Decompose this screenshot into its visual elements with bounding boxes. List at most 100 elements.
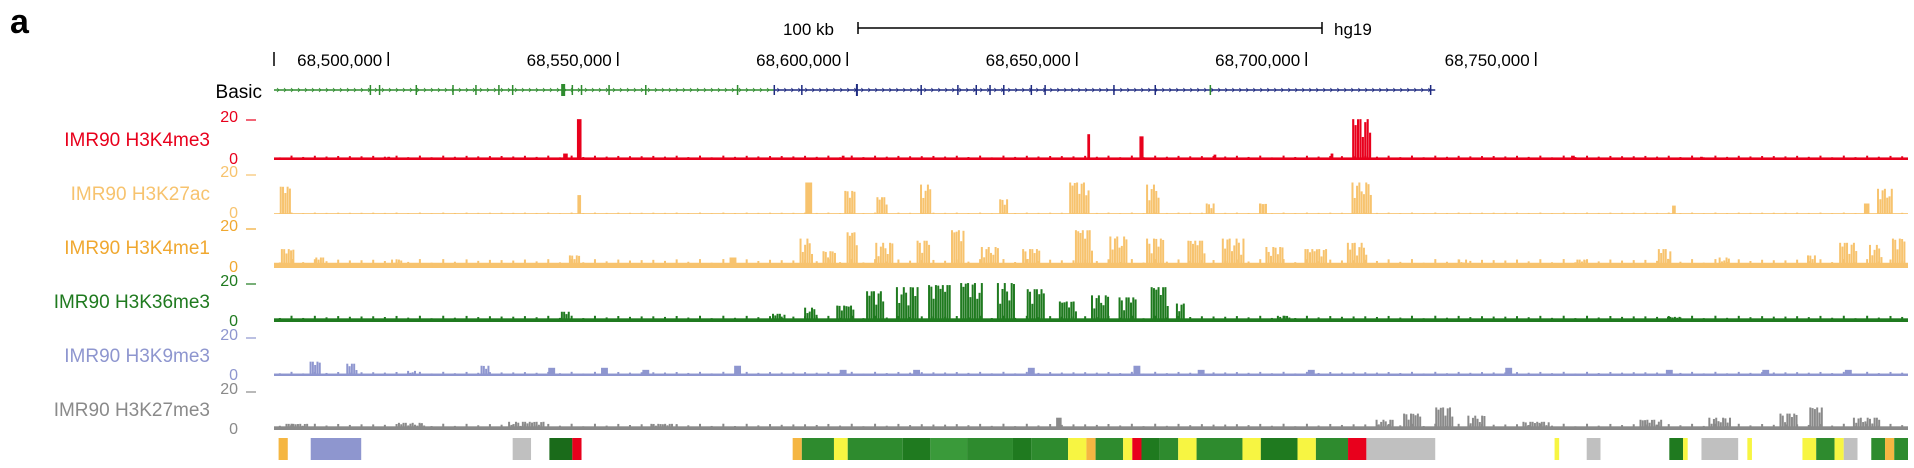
gene-strand-arrow — [1330, 87, 1333, 93]
signal-peak — [1669, 316, 1672, 322]
signal-peak — [1189, 240, 1192, 268]
signal-peak — [781, 318, 784, 322]
signal-peak — [1008, 300, 1011, 322]
chromatin-state-segment — [1196, 438, 1243, 460]
signal-bar — [1621, 316, 1624, 322]
signal-bar — [1457, 371, 1460, 376]
track-baseline — [274, 213, 1908, 214]
signal-peak — [1545, 425, 1548, 430]
gene-strand-arrow — [703, 87, 707, 93]
signal-bar — [1889, 259, 1892, 268]
signal-bar — [1667, 424, 1670, 430]
gene-strand-arrow — [374, 87, 378, 93]
signal-peak — [999, 303, 1002, 322]
gene-strand-arrow — [395, 87, 399, 93]
chromatin-state-segment — [833, 438, 848, 460]
signal-bar — [1749, 372, 1752, 376]
signal-bar — [979, 423, 982, 430]
signal-peak — [1058, 301, 1061, 322]
signal-bar — [780, 260, 783, 268]
signal-bar — [1387, 155, 1390, 160]
gene-exon — [511, 85, 514, 95]
signal-bar — [1597, 261, 1600, 268]
signal-bar — [558, 425, 561, 430]
signal-peak — [831, 251, 834, 268]
track-baseline — [274, 373, 1908, 376]
signal-bar — [1516, 155, 1519, 160]
gene-exon — [801, 85, 803, 95]
signal-peak — [1073, 182, 1076, 214]
signal-bar — [1060, 424, 1063, 430]
signal-peak — [563, 153, 568, 160]
signal-peak — [1235, 238, 1238, 268]
signal-peak — [1261, 204, 1265, 214]
signal-bar — [1340, 212, 1343, 214]
signal-peak — [1718, 257, 1721, 268]
signal-bar — [955, 372, 958, 376]
signal-peak — [853, 232, 856, 268]
signal-bar — [1562, 371, 1565, 376]
signal-bar — [337, 155, 340, 160]
signal-peak — [420, 423, 423, 430]
signal-peak — [350, 363, 353, 376]
signal-bar — [1002, 259, 1005, 268]
signal-peak — [1585, 260, 1588, 268]
x-axis-tick-label: 68,500,000 — [297, 51, 382, 70]
signal-bar — [1294, 156, 1297, 160]
signal-peak — [1224, 248, 1227, 268]
signal-bar — [815, 372, 818, 376]
signal-bar — [278, 317, 281, 322]
signal-bar — [1002, 155, 1005, 160]
signal-peak — [526, 423, 529, 430]
signal-peak — [1102, 305, 1105, 322]
signal-peak — [914, 296, 917, 322]
signal-bar — [1107, 155, 1110, 160]
signal-bar — [1329, 155, 1332, 160]
signal-peak — [1139, 136, 1144, 160]
gene-strand-arrow — [819, 87, 822, 93]
signal-bar — [827, 155, 830, 160]
signal-bar — [944, 372, 947, 376]
signal-bar — [1352, 260, 1355, 268]
gene-exon — [608, 85, 610, 95]
signal-peak — [1667, 258, 1670, 268]
signal-bar — [1445, 156, 1448, 160]
signal-peak — [402, 263, 405, 268]
signal-peak — [885, 204, 888, 214]
signal-peak — [1442, 407, 1445, 430]
signal-peak — [1901, 239, 1904, 268]
signal-peak — [1896, 249, 1899, 268]
signal-bar — [1866, 315, 1869, 322]
signal-bar — [1656, 260, 1659, 268]
signal-peak — [1898, 238, 1901, 268]
signal-peak — [521, 421, 524, 430]
signal-peak — [1104, 295, 1107, 322]
signal-peak — [1859, 417, 1862, 430]
chromatin-state-segment — [1366, 438, 1436, 460]
signal-bar — [1364, 424, 1367, 430]
signal-bar — [1609, 259, 1612, 268]
signal-bar — [1422, 373, 1425, 376]
signal-bar — [1656, 212, 1659, 214]
signal-bar — [1259, 315, 1262, 322]
signal-bar — [652, 212, 655, 214]
gene-strand-arrow — [1323, 87, 1326, 93]
signal-peak — [1276, 315, 1279, 322]
signal-bar — [722, 259, 725, 268]
signal-peak — [1070, 301, 1073, 322]
signal-peak — [1237, 242, 1240, 268]
signal-peak — [1571, 155, 1575, 160]
chromatin-state-segment — [967, 438, 1013, 460]
signal-bar — [920, 156, 923, 160]
chromatin-state-segment — [1586, 438, 1601, 460]
signal-bar — [1049, 316, 1052, 322]
signal-bar — [979, 259, 982, 268]
signal-bar — [1317, 317, 1320, 322]
signal-bar — [640, 424, 643, 430]
signal-peak — [1576, 259, 1579, 268]
gene-strand-arrow — [868, 87, 871, 93]
signal-peak — [841, 155, 845, 160]
signal-peak — [976, 298, 979, 322]
signal-bar — [757, 372, 760, 376]
gene-strand-arrow — [847, 87, 850, 93]
